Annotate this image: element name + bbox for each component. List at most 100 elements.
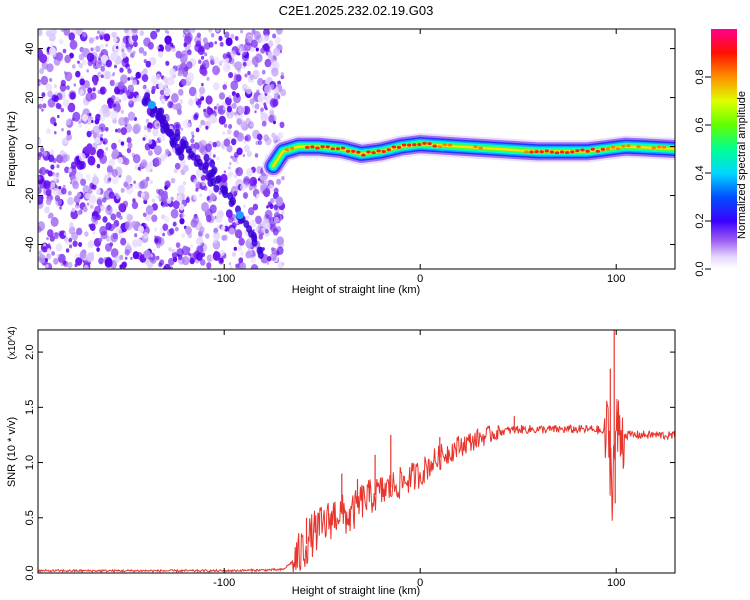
signal-peak [544,149,549,153]
noise-blob [174,162,181,170]
noise-blob [50,43,54,47]
noise-blob [189,244,193,249]
noise-streak [210,178,217,187]
noise-blob [100,74,104,79]
noise-streak [221,187,228,196]
noise-blob [61,128,64,132]
noise-blob [124,256,128,260]
noise-blob [128,85,134,93]
noise-blob [103,33,111,42]
noise-blob [80,178,87,186]
noise-blob [264,58,272,68]
noise-blob [120,187,125,193]
noise-blob [196,32,201,38]
noise-blob [199,193,203,198]
signal-peak [565,151,570,154]
colorbar-ticks: 0.0 0.2 0.4 0.6 0.8 [694,69,711,277]
noise-blob [228,171,234,178]
noise-blob [213,106,217,110]
noise-blob [206,196,210,201]
noise-blob [145,118,150,123]
noise-blob [120,127,128,136]
noise-blob [272,228,279,236]
spectrogram-y-ticks: -40 -20 0 20 40 [24,42,675,252]
noise-blob [147,41,154,50]
noise-blob [212,154,216,158]
noise-blob [41,61,48,70]
noise-blob [155,29,160,33]
noise-blob [99,225,107,236]
noise-blob [259,34,266,43]
noise-blob [119,254,124,261]
noise-blob [163,87,171,97]
noise-blob [155,73,161,80]
noise-blob [198,59,202,64]
noise-blob [38,169,43,174]
noise-blob [156,45,160,50]
noise-blob [77,60,80,64]
noise-blob [38,254,46,264]
noise-blob [222,84,227,90]
noise-blob [173,121,181,132]
noise-blob [123,29,129,34]
noise-blob [113,51,119,58]
noise-blob [63,232,67,236]
noise-blob [87,59,93,67]
noise-blob [257,77,264,86]
noise-blob [164,29,168,34]
signal-peak [580,148,585,152]
noise-blob [141,74,149,83]
noise-blob [91,176,100,186]
noise-blob [132,251,140,260]
noise-blob [161,202,166,208]
noise-blob [199,93,203,98]
noise-blob [149,179,154,185]
signal-peak [656,145,662,149]
noise-blob [270,197,275,204]
noise-blob [91,119,94,124]
noise-blob [152,128,159,137]
noise-blob [280,209,285,215]
noise-blob [276,236,284,246]
noise-blob [90,47,94,52]
noise-blob [102,197,107,203]
noise-blob [147,122,153,130]
noise-blob [112,149,119,158]
y-tick-label: 0.5 [24,510,36,525]
noise-blob [221,225,226,231]
signal-peak [351,149,356,153]
noise-blob [222,53,228,60]
noise-blob [46,63,54,73]
noise-blob [268,114,275,123]
noise-blob [214,41,217,45]
colorbar-tick-label: 0.4 [694,165,706,180]
noise-blob [67,197,74,206]
noise-blob [43,243,46,247]
noise-blob [180,127,184,131]
noise-blob [72,240,78,247]
noise-blob [59,38,64,45]
noise-blob [184,66,189,72]
noise-blob [38,226,42,233]
noise-blob [64,166,70,174]
noise-blob [84,231,89,237]
noise-blob [206,262,212,269]
noise-blob [98,61,101,65]
noise-blob [243,140,246,144]
noise-blob [100,88,106,95]
noise-blob [108,102,114,109]
noise-blob [212,82,220,91]
noise-blob [276,178,282,185]
noise-blob [215,214,223,224]
snr-frame [37,329,676,574]
noise-blob [235,92,240,98]
noise-blob [184,32,193,42]
noise-blob [43,246,46,250]
noise-blob [208,157,212,161]
noise-blob [143,232,149,239]
snr-line [38,398,675,573]
noise-blob [188,98,194,106]
noise-blob [242,192,249,199]
noise-blob [92,133,97,139]
noise-blob [277,261,284,269]
